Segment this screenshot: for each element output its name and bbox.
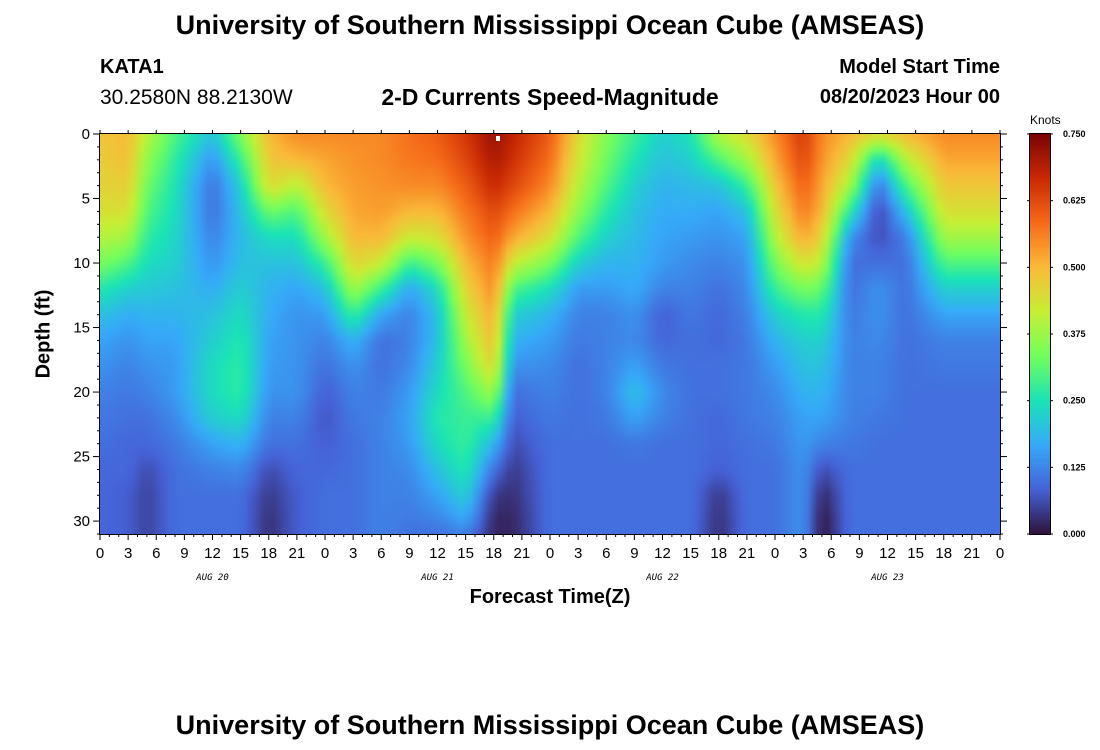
colorbar bbox=[1030, 134, 1050, 534]
colorbar-tick-label: 0.500 bbox=[1063, 262, 1086, 272]
x-tick-label: 9 bbox=[405, 545, 413, 562]
y-axis-title: Depth (ft) bbox=[32, 289, 55, 379]
x-tick-label: 21 bbox=[514, 545, 531, 562]
x-tick-label: 18 bbox=[935, 545, 952, 562]
colorbar-tick-label: 0.750 bbox=[1063, 129, 1086, 139]
x-tick-label: 3 bbox=[124, 545, 132, 562]
colorbar-tick-label: 0.625 bbox=[1063, 196, 1086, 206]
x-tick-label: 0 bbox=[996, 545, 1004, 562]
x-tick-label: 18 bbox=[710, 545, 727, 562]
colorbar-unit: Knots bbox=[1030, 113, 1061, 127]
day-label: AUG 20 bbox=[195, 573, 229, 583]
day-label: AUG 22 bbox=[645, 573, 679, 583]
x-tick-label: 9 bbox=[180, 545, 188, 562]
day-label: AUG 21 bbox=[420, 573, 454, 583]
y-tick-label: 15 bbox=[73, 320, 90, 337]
day-label: AUG 23 bbox=[870, 573, 904, 583]
y-tick-label: 0 bbox=[82, 126, 90, 143]
x-tick-label: 15 bbox=[232, 545, 249, 562]
colorbar-tick-label: 0.375 bbox=[1063, 329, 1086, 339]
x-tick-label: 21 bbox=[964, 545, 981, 562]
x-tick-label: 15 bbox=[907, 545, 924, 562]
colorbar-tick-label: 0.000 bbox=[1063, 529, 1086, 539]
x-tick-label: 12 bbox=[654, 545, 671, 562]
chart-title: 2-D Currents Speed-Magnitude bbox=[381, 84, 719, 110]
y-tick-label: 30 bbox=[73, 513, 90, 530]
model-start-value: 08/20/2023 Hour 00 bbox=[819, 86, 1000, 108]
x-tick-label: 15 bbox=[682, 545, 699, 562]
page-title: University of Southern Mississippi Ocean… bbox=[175, 10, 925, 40]
station-name: KATA1 bbox=[100, 56, 164, 78]
model-start-label: Model Start Time bbox=[839, 56, 1000, 78]
y-tick-label: 20 bbox=[73, 384, 90, 401]
x-tick-label: 3 bbox=[574, 545, 582, 562]
x-tick-label: 9 bbox=[630, 545, 638, 562]
y-tick-label: 5 bbox=[82, 191, 90, 208]
x-tick-label: 21 bbox=[289, 545, 306, 562]
x-tick-label: 9 bbox=[855, 545, 863, 562]
missing-data-marker bbox=[496, 136, 500, 141]
x-tick-label: 18 bbox=[485, 545, 502, 562]
x-tick-label: 21 bbox=[739, 545, 756, 562]
x-tick-label: 6 bbox=[377, 545, 385, 562]
x-tick-label: 12 bbox=[429, 545, 446, 562]
x-tick-label: 6 bbox=[152, 545, 160, 562]
x-tick-label: 0 bbox=[96, 545, 104, 562]
x-tick-label: 12 bbox=[879, 545, 896, 562]
colorbar-frame bbox=[1029, 133, 1051, 535]
x-tick-label: 12 bbox=[204, 545, 221, 562]
y-tick-label: 10 bbox=[73, 255, 90, 272]
x-tick-label: 0 bbox=[546, 545, 554, 562]
x-tick-label: 15 bbox=[457, 545, 474, 562]
x-axis-title: Forecast Time(Z) bbox=[469, 586, 631, 608]
x-tick-label: 3 bbox=[349, 545, 357, 562]
x-tick-label: 6 bbox=[827, 545, 835, 562]
y-tick-label: 25 bbox=[73, 449, 90, 466]
x-tick-label: 0 bbox=[771, 545, 779, 562]
x-tick-label: 6 bbox=[602, 545, 610, 562]
station-coords: 30.2580N 88.2130W bbox=[100, 86, 293, 109]
x-tick-label: 18 bbox=[260, 545, 277, 562]
x-tick-label: 0 bbox=[321, 545, 329, 562]
colorbar-tick-label: 0.125 bbox=[1063, 462, 1086, 472]
speed-heatmap bbox=[100, 134, 1000, 534]
colorbar-tick-label: 0.250 bbox=[1063, 396, 1086, 406]
footer-title: University of Southern Mississippi Ocean… bbox=[175, 710, 925, 740]
x-tick-label: 3 bbox=[799, 545, 807, 562]
